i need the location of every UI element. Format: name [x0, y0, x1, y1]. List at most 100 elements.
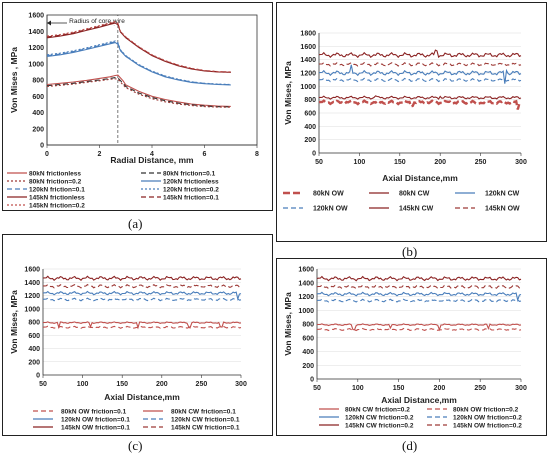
y-tick-label: 200 — [32, 126, 44, 133]
legend-label-3: 120kN frictionless — [163, 179, 219, 186]
legend-label-5: 145kN CW friction=0.1 — [171, 425, 240, 432]
y-tick-label: 1400 — [298, 280, 314, 287]
series-line-2 — [316, 291, 522, 303]
y-tick-label: 0 — [36, 373, 40, 380]
y-tick-label: 600 — [302, 335, 314, 342]
x-axis-label: Radial Distance, mm — [110, 155, 194, 165]
y-tick-label: 1600 — [24, 267, 40, 274]
series-line-5 — [316, 284, 522, 290]
legend-label-1: 80kN CW friction=0.1 — [171, 409, 236, 416]
legend-label-4: 120kN friction=0.1 — [29, 187, 85, 194]
y-tick-label: 200 — [302, 363, 314, 370]
legend-label-6: 145kN frictionless — [29, 195, 85, 202]
y-tick-label: 1400 — [300, 57, 316, 64]
legend-label-0: 80kN OW friction=0.1 — [61, 409, 127, 416]
panel-label-a: (a) — [128, 216, 143, 231]
y-tick-label: 400 — [32, 110, 44, 117]
y-tick-label: 600 — [32, 94, 44, 101]
legend-label-2: 120kN CW — [485, 191, 520, 198]
series-line-2 — [318, 64, 522, 84]
legend-label-0: 80kN OW — [313, 191, 344, 198]
series-line-3 — [316, 298, 522, 303]
panel-label-b: (b) — [402, 244, 418, 259]
y-tick-label: 1200 — [300, 71, 316, 78]
y-tick-label: 1600 — [300, 44, 316, 51]
panel-c: 50 100 150 200 250 300 0 200 400 600 800 1000 1200 14… — [2, 234, 273, 436]
panel-a: 0 2 4 6 8 0 200 400 600 800 1000 1200 1400 1600 Radial… — [2, 2, 273, 211]
y-axis-label: Von Mises, MPa — [283, 61, 293, 125]
x-tick-label: 4 — [150, 151, 154, 158]
series-line-1 — [46, 77, 231, 108]
y-tick-label: 400 — [302, 349, 314, 356]
y-tick-label: 400 — [304, 124, 316, 131]
y-tick-label: 800 — [302, 322, 314, 329]
y-axis-label: Von Mises , MPa — [9, 47, 19, 113]
x-tick-label: 250 — [474, 385, 486, 392]
chart-b: 50 100 150 200 250 300 0 200 400 600 800 1000 1200 14… — [283, 31, 527, 213]
legend-label-4: 145kN OW friction=0.1 — [61, 425, 130, 432]
series-line-5 — [46, 40, 231, 86]
y-tick-label: 400 — [28, 346, 40, 353]
x-axis-label: Axial Distance,mm — [381, 395, 457, 405]
y-tick-label: 1800 — [300, 31, 316, 38]
x-tick-label: 0 — [45, 151, 49, 158]
series-line-2 — [46, 78, 231, 108]
x-tick-label: 6 — [203, 151, 207, 158]
y-tick-label: 1000 — [298, 308, 314, 315]
series-line-3 — [46, 42, 231, 86]
legend-label-1: 80kN CW — [399, 191, 430, 198]
series-line-4 — [318, 49, 522, 59]
legend-label-0: 80kN frictionless — [29, 171, 81, 178]
y-tick-label: 800 — [28, 320, 40, 327]
y-tick-label: 1000 — [28, 61, 44, 68]
x-axis-label: Axial Distance,mm — [382, 173, 458, 183]
y-tick-label: 1200 — [24, 293, 40, 300]
x-tick-label: 8 — [255, 151, 259, 158]
x-tick-label: 150 — [394, 159, 406, 166]
legend-label-3: 120kN OW friction=0.2 — [453, 415, 522, 422]
x-tick-label: 100 — [354, 159, 366, 166]
x-axis-label: Axial Distance,mm — [104, 392, 180, 402]
x-tick-label: 300 — [515, 159, 527, 166]
series-line-0 — [42, 325, 242, 329]
x-tick-label: 150 — [393, 385, 405, 392]
x-tick-label: 50 — [313, 385, 321, 392]
y-tick-label: 800 — [32, 78, 44, 85]
legend-label-5: 145kN OW — [485, 206, 520, 213]
series-line-4 — [316, 275, 522, 282]
y-tick-label: 1400 — [24, 280, 40, 287]
series-line-0 — [46, 74, 231, 107]
y-tick-label: 200 — [28, 359, 40, 366]
series-line-1 — [316, 327, 522, 332]
series-line-4 — [42, 275, 242, 281]
x-tick-label: 200 — [434, 159, 446, 166]
panel-b: 50 100 150 200 250 300 0 200 400 600 800 1000 1200 14… — [276, 2, 547, 242]
legend-label-1: 80kN OW friction=0.2 — [453, 407, 519, 414]
x-tick-label: 150 — [116, 381, 128, 388]
series-line-4 — [46, 41, 231, 86]
y-tick-label: 600 — [304, 111, 316, 118]
legend-label-5: 145kN OW friction=0.2 — [453, 423, 522, 430]
y-axis-label: Von Mises, MPa — [283, 292, 293, 356]
y-tick-label: 200 — [304, 137, 316, 144]
y-tick-label: 1200 — [298, 294, 314, 301]
panel-label-d: (d) — [402, 438, 418, 453]
x-tick-label: 2 — [98, 151, 102, 158]
legend-label-2: 120kN CW friction=0.2 — [345, 415, 414, 422]
y-axis-label: Von Mises, MPa — [9, 290, 19, 354]
series-line-1 — [42, 321, 242, 330]
annotation-bg — [67, 16, 127, 25]
legend-label-2: 120kN OW friction=0.1 — [61, 417, 130, 424]
x-tick-label: 200 — [156, 381, 168, 388]
x-tick-label: 250 — [475, 159, 487, 166]
legend-label-8: 145kN friction=0.2 — [29, 203, 85, 210]
legend-label-3: 120kN CW friction=0.1 — [171, 417, 240, 424]
x-tick-label: 50 — [39, 381, 47, 388]
x-tick-label: 200 — [434, 385, 446, 392]
legend-label-1: 80kN friction=0.1 — [163, 171, 216, 178]
x-tick-label: 300 — [235, 381, 247, 388]
y-tick-label: 0 — [310, 377, 314, 384]
legend-label-5: 120kN friction=0.2 — [163, 187, 219, 194]
series-line-1 — [318, 95, 522, 100]
legend-label-2: 80kN friction=0.2 — [29, 179, 82, 186]
